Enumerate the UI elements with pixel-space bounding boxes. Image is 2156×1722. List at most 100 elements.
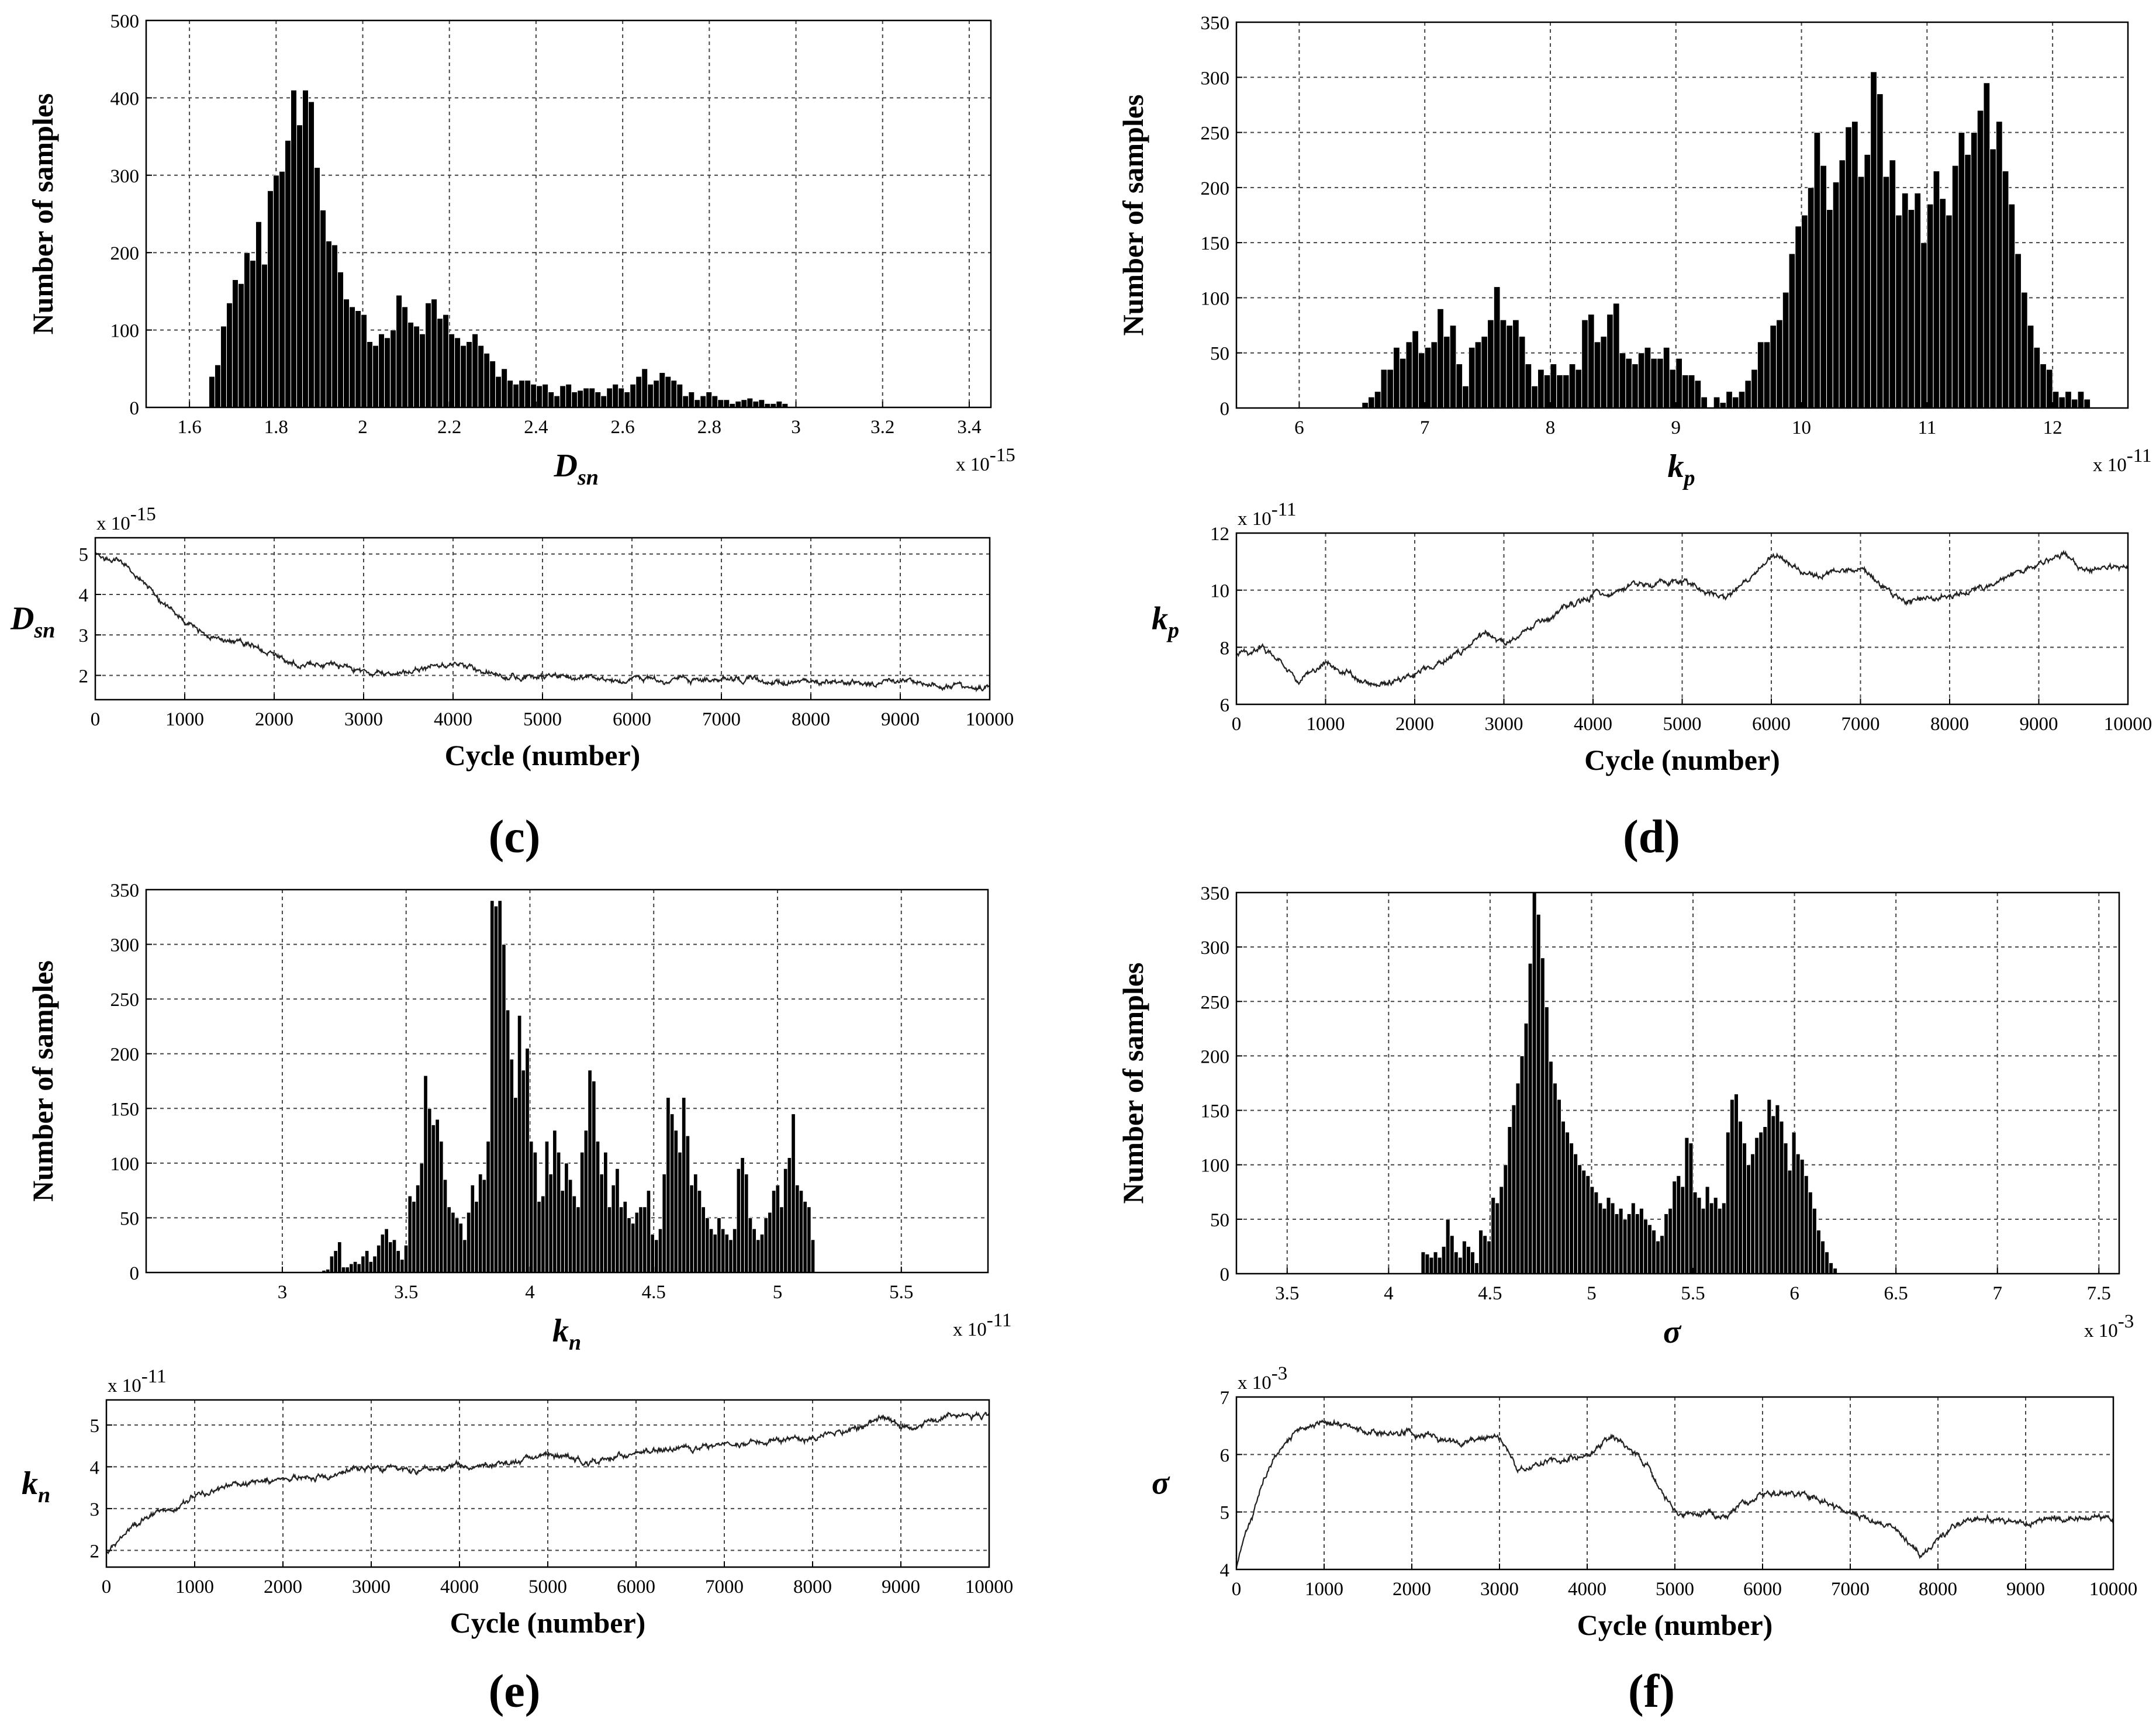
histogram-bar xyxy=(1503,1164,1508,1274)
histogram-bar xyxy=(556,1152,561,1273)
histogram-bar xyxy=(1895,215,1902,409)
histogram-bar xyxy=(697,1190,702,1273)
histogram-bar xyxy=(478,1174,483,1273)
histogram-bar xyxy=(1820,165,1827,409)
histogram-bar xyxy=(711,395,718,408)
histogram-bar xyxy=(554,395,561,408)
y-tick-label: 300 xyxy=(1201,68,1230,89)
histogram-bar xyxy=(337,1242,342,1273)
histogram-bar xyxy=(524,380,531,408)
histogram-bar xyxy=(572,1195,577,1273)
x-axis-symbol: k xyxy=(1668,448,1684,485)
x-axis-symbol: σ xyxy=(1663,1314,1682,1350)
y-tick-label: 3 xyxy=(79,625,89,646)
x-tick-label: 0 xyxy=(91,709,101,730)
histogram-bar xyxy=(1606,1197,1611,1274)
histogram-bar xyxy=(1882,176,1890,409)
y-tick-label: 400 xyxy=(110,88,140,109)
histogram-bar xyxy=(1688,1142,1694,1274)
x-tick-label: 5.5 xyxy=(889,1282,913,1303)
histogram-bar xyxy=(1587,314,1595,409)
histogram-bar xyxy=(2065,391,2072,409)
histogram-bar xyxy=(1449,1235,1454,1274)
chart-sigma-hist: 3.5 4 4.5 5 5.5 6 6.5 7 7.5 0 50 100 150 200 250 300 350… xyxy=(1117,883,2134,1350)
histogram-bar xyxy=(783,1168,788,1273)
histogram-bar xyxy=(810,1239,816,1273)
x-tick-label: 3000 xyxy=(352,1576,391,1597)
histogram-bar xyxy=(1575,369,1583,409)
histogram-bar xyxy=(525,1047,530,1273)
y-tick-label: 50 xyxy=(120,1208,139,1229)
histogram-bar xyxy=(1650,358,1658,409)
histogram-bar xyxy=(634,1212,640,1273)
y-tick-label: 6 xyxy=(1220,1445,1230,1466)
histogram-bar xyxy=(1983,82,1991,409)
histogram-bar xyxy=(630,1223,635,1273)
histogram-bar xyxy=(278,171,285,408)
histogram-bar xyxy=(1680,1186,1685,1274)
x-axis-label: Cycle (number) xyxy=(445,739,641,772)
histogram-bar xyxy=(758,399,765,408)
histogram-bar xyxy=(458,1223,464,1273)
histogram-bar xyxy=(435,1119,440,1273)
histogram-bar xyxy=(291,89,298,408)
histogram-bar xyxy=(331,244,338,408)
histogram-bar xyxy=(2058,396,2066,409)
histogram-bar xyxy=(333,1250,338,1273)
y-tick-label: 250 xyxy=(110,990,140,1011)
x-axis-label: kp xyxy=(1668,448,1695,490)
histogram-bar xyxy=(806,1206,811,1273)
multiplier-base: x 10 xyxy=(956,454,990,475)
x-tick-label: 3 xyxy=(791,417,801,438)
histogram-bar xyxy=(1889,160,1896,409)
y-multiplier: x 10-3 xyxy=(1238,1363,1287,1393)
histogram-bar xyxy=(1832,181,1840,409)
histogram-bar xyxy=(560,1190,565,1273)
y-multiplier: x 10-11 xyxy=(108,1366,167,1396)
histogram-bar xyxy=(591,1081,596,1273)
histogram-bar xyxy=(1767,1099,1772,1274)
histogram-bar xyxy=(1876,94,1884,409)
histogram-bar xyxy=(326,240,333,408)
histogram-bar xyxy=(308,101,315,408)
multiplier-exponent: -15 xyxy=(130,504,156,525)
y-axis-label: Number of samples xyxy=(1117,95,1149,336)
histogram-bar xyxy=(249,260,256,408)
x-tick-label: 1000 xyxy=(175,1576,214,1597)
y-tick-label: 200 xyxy=(1201,178,1230,199)
histogram-bar xyxy=(1668,1208,1673,1274)
histogram-bar xyxy=(495,376,502,408)
histogram-bar xyxy=(396,1250,401,1273)
histogram-bar xyxy=(559,385,566,408)
histogram-bar xyxy=(1669,369,1677,409)
histogram-bar xyxy=(1506,325,1514,409)
histogram-bar xyxy=(261,264,268,408)
histogram-bar xyxy=(1374,391,1381,409)
histogram-bar xyxy=(1763,1126,1768,1274)
histogram-bar xyxy=(1914,192,1922,409)
x-tick-label: 3000 xyxy=(1485,714,1523,735)
histogram-bar xyxy=(1598,1202,1603,1274)
histogram-bar xyxy=(1499,1186,1504,1274)
histogram-bar xyxy=(1590,1186,1595,1274)
trace-line xyxy=(106,1410,990,1555)
histogram-bar xyxy=(1429,1257,1434,1274)
x-tick-label: 5000 xyxy=(1663,714,1702,735)
y-tick-label: 150 xyxy=(110,1099,140,1120)
histogram-bar xyxy=(681,1097,686,1273)
y-tick-label: 6 xyxy=(1220,695,1230,716)
x-tick-label: 5000 xyxy=(1656,1579,1694,1600)
histogram-bar xyxy=(685,1135,690,1273)
histogram-bar xyxy=(1540,957,1545,1274)
histogram-bar xyxy=(1495,1202,1500,1274)
y-tick-label: 5 xyxy=(79,545,89,566)
histogram-bar xyxy=(612,383,619,408)
histogram-bar xyxy=(1857,176,1865,409)
histogram-bar xyxy=(361,314,368,408)
histogram-bar xyxy=(1405,341,1413,409)
y-tick-label: 50 xyxy=(1210,344,1229,365)
histogram-bar xyxy=(1421,1251,1426,1274)
x-tick-label: 4.5 xyxy=(1478,1283,1502,1304)
histogram-bar xyxy=(1697,1197,1702,1274)
